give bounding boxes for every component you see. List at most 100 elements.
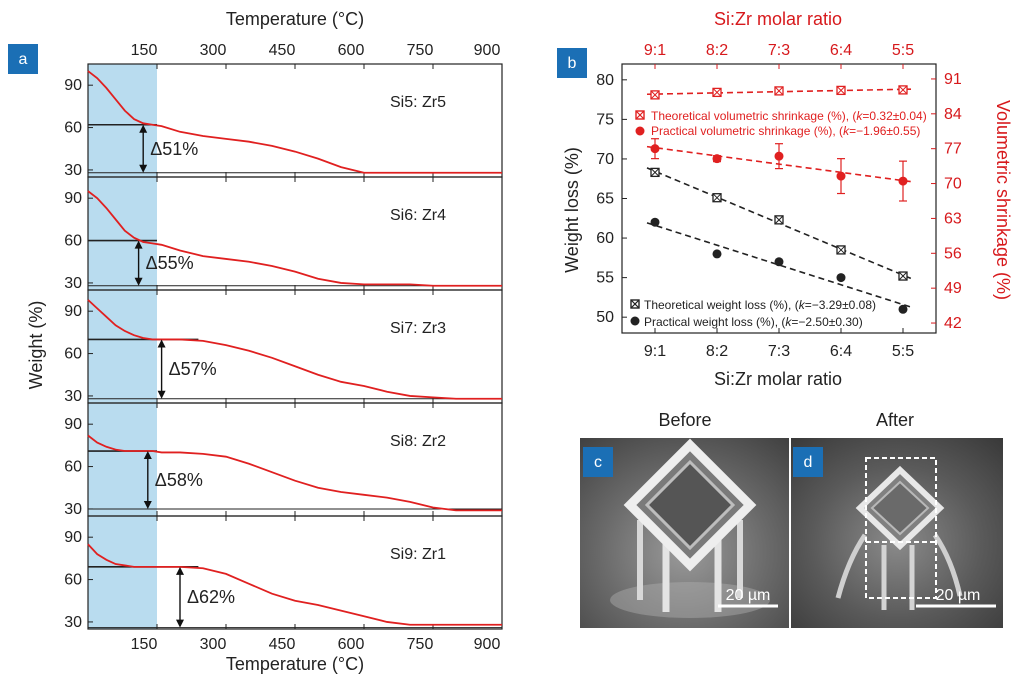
top-tick-label: 600: [338, 42, 365, 59]
y-tick-label-right: 77: [944, 141, 962, 158]
data-point: [774, 257, 784, 267]
scale-label-d: 20 µm: [936, 587, 981, 604]
y-tick-label: 30: [64, 501, 82, 518]
tga-curve: [87, 70, 502, 174]
legend-item: Practical weight loss (%), (k=−2.50±0.30…: [630, 315, 863, 329]
panel-a-bottom-ticks: 150 300 450 600 750 900: [131, 636, 501, 653]
panel-b-legend-top: Theoretical volumetric shrinkage (%), (k…: [635, 109, 927, 138]
sample-label: Si9: Zr1: [390, 546, 446, 563]
panel-b-top-ticks: 9:1 8:2 7:3 6:4 5:5: [644, 42, 914, 59]
data-point: [836, 273, 846, 283]
y-tick-label: 30: [64, 388, 82, 405]
y-tick-label-right: 42: [944, 315, 962, 332]
data-point: [898, 176, 908, 186]
arrow-head: [139, 124, 148, 133]
shaded-region: [88, 64, 157, 629]
sem-frame-inner: [870, 480, 930, 536]
data-point-cross: [836, 86, 846, 95]
y-tick-label: 60: [64, 572, 82, 589]
panel-d: After 20 µm d: [791, 410, 1003, 628]
bottom-category-label: 6:4: [830, 343, 852, 360]
y-tick-label-right: 70: [944, 176, 962, 193]
legend-label: Practical volumetric shrinkage (%), (k=−…: [651, 124, 920, 138]
legend-label: Practical weight loss (%), (k=−2.50±0.30…: [644, 315, 863, 329]
legend-label-suffix: =−3.29±0.08): [805, 298, 876, 312]
legend-marker-circle: [635, 126, 645, 136]
arrow-head: [143, 451, 152, 460]
scale-label-c: 20 µm: [726, 587, 771, 604]
bottom-tick-label: 300: [200, 636, 227, 653]
panel-b-ylabel-left: Weight loss (%): [562, 147, 582, 273]
tga-curve: [87, 299, 502, 400]
after-title: After: [876, 410, 914, 430]
arrow-head: [139, 164, 148, 173]
data-point-cross: [774, 215, 784, 225]
delta-label: Δ58%: [155, 470, 203, 490]
bottom-tick-label: 150: [131, 636, 158, 653]
bottom-category-label: 5:5: [892, 343, 914, 360]
sample-label: Si8: Zr2: [390, 433, 446, 450]
legend-label-k: k: [856, 109, 863, 123]
panel-c-label: c: [594, 454, 602, 471]
data-point-cross: [898, 85, 908, 95]
y-tick-label: 90: [64, 529, 82, 546]
panel-b-bottom-ticks: 9:1 8:2 7:3 6:4 5:5: [644, 343, 914, 360]
data-point-cross: [898, 271, 908, 281]
panel-b-tag: [557, 48, 587, 78]
y-tick-label-right: 84: [944, 106, 962, 123]
legend-item: Theoretical volumetric shrinkage (%), (k…: [635, 109, 927, 123]
panel-a-plot-area: 30 60 90 Δ51% Si5: Zr5 30 60 90 Δ55% Si6: Zr4 30 60…: [64, 63, 503, 631]
panel-b-plot-area: 50 55 60 65 70 75 80 42 49 56 63 70 77 84 91: [596, 63, 962, 334]
tga-curve: [87, 543, 502, 626]
tga-curve: [87, 434, 502, 512]
panel-a-top-xlabel: Temperature (°C): [226, 9, 364, 29]
panel-a-ylabel: Weight (%): [26, 301, 46, 390]
delta-label: Δ57%: [169, 359, 217, 379]
panel-c: Before 20 µm c: [580, 410, 789, 628]
original-size-outline: [865, 457, 937, 599]
panel-a: a Temperature (°C) Temperature (°C) Weig…: [8, 9, 503, 674]
y-tick-label-right: 49: [944, 280, 962, 297]
arrow-head: [134, 240, 143, 249]
y-tick-label: 30: [64, 275, 82, 292]
tga-curve: [87, 190, 502, 287]
y-tick-label-left: 55: [596, 270, 614, 287]
y-tick-label-left: 75: [596, 111, 614, 128]
bottom-tick-label: 450: [269, 636, 296, 653]
y-tick-label: 90: [64, 416, 82, 433]
legend-marker-square-x: [635, 110, 645, 120]
legend-label-suffix: =0.32±0.04): [862, 109, 926, 123]
legend-item: Theoretical weight loss (%), (k=−3.29±0.…: [630, 298, 876, 312]
sem-substrate-glow: [610, 582, 770, 618]
y-tick-label: 60: [64, 459, 82, 476]
panel-b-legend-bottom: Theoretical weight loss (%), (k=−3.29±0.…: [630, 298, 876, 329]
panel-b-label: b: [568, 55, 577, 72]
y-tick-label-left: 65: [596, 191, 614, 208]
panel-b: b Si:Zr molar ratio Si:Zr molar ratio We…: [557, 9, 1013, 389]
top-tick-label: 150: [131, 42, 158, 59]
top-tick-label: 300: [200, 42, 227, 59]
data-point: [836, 171, 846, 181]
legend-label-prefix: Practical volumetric shrinkage (%), (: [651, 124, 843, 138]
delta-label: Δ62%: [187, 587, 235, 607]
sample-label: Si6: Zr4: [390, 207, 446, 224]
data-point: [712, 154, 722, 164]
y-tick-label-left: 70: [596, 151, 614, 168]
y-tick-label: 60: [64, 120, 82, 137]
legend-label: Theoretical volumetric shrinkage (%), (k…: [651, 109, 927, 123]
sample-label: Si7: Zr3: [390, 320, 446, 337]
bottom-tick-label: 600: [338, 636, 365, 653]
legend-label: Theoretical weight loss (%), (k=−3.29±0.…: [644, 298, 876, 312]
bottom-tick-label: 900: [474, 636, 501, 653]
y-tick-label: 90: [64, 303, 82, 320]
panel-d-label: d: [804, 454, 813, 471]
panel-a-xlabel: Temperature (°C): [226, 654, 364, 674]
top-category-label: 6:4: [830, 42, 852, 59]
legend-label-suffix: =−2.50±0.30): [791, 315, 862, 329]
bottom-category-label: 7:3: [768, 343, 790, 360]
top-tick-label: 900: [474, 42, 501, 59]
legend-marker-cross: [630, 299, 640, 309]
y-tick-label: 30: [64, 162, 82, 179]
y-tick-label-left: 50: [596, 309, 614, 326]
arrow-head: [176, 619, 184, 628]
